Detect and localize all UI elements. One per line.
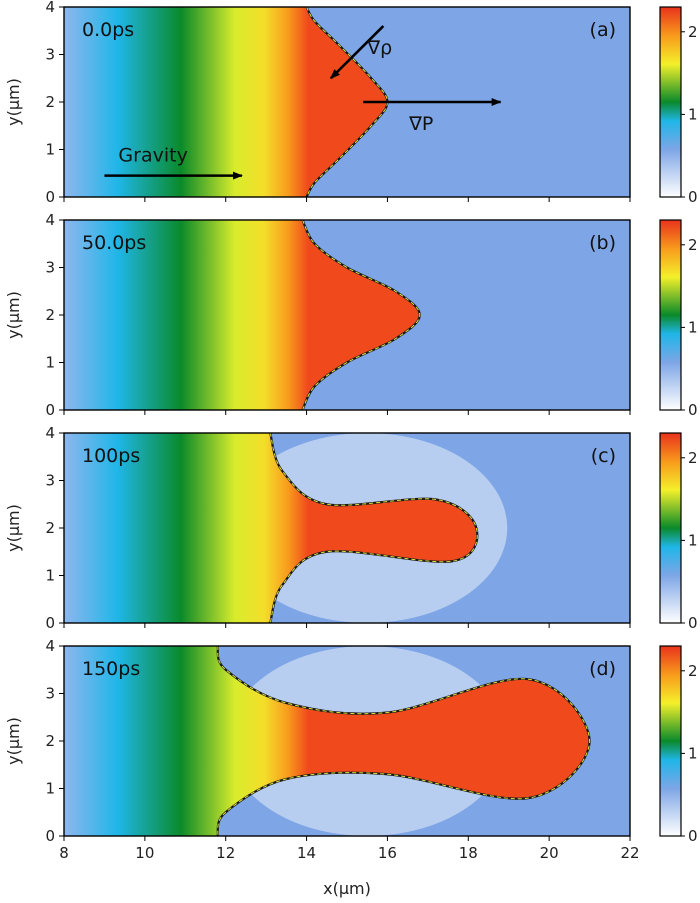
time-label: 150ps [82,658,140,680]
interface-line [269,433,479,623]
x-tick-label: 18 [459,844,478,862]
time-label: 100ps [82,445,140,467]
colorbar-tick-label: 2 [688,23,698,41]
x-axis-label: x(μm) [323,879,371,898]
y-tick-label: 0 [45,827,55,845]
x-tick-label: 8 [59,844,69,862]
annotation-label: ∇P [408,113,433,135]
panel-4: 150ps (d) [63,645,631,837]
y-tick-label: 2 [45,93,55,111]
colorbar-tick-label: 1 [688,105,698,123]
panel-1: 0.0ps (a) ∇ρ ∇P Gravity [63,6,631,198]
colorbar-tick-label: 0 [688,188,698,206]
panel-2: 50.0ps (b) [63,219,631,411]
y-tick-label: 2 [45,519,55,537]
colorbar-tick-label: 0 [688,827,698,845]
time-label: 50.0ps [82,232,146,254]
colorbar: 0 1 2 [659,219,698,419]
colorbar-tick-label: 2 [688,449,698,467]
annotation-label: Gravity [118,145,187,167]
y-tick-label: 1 [45,354,55,372]
colorbar-gradient [659,645,682,837]
colorbar-tick-label: 0 [688,401,698,419]
y-tick-label: 4 [45,424,55,442]
y-axis-label: y(μm) [4,78,23,126]
heavy-fluid-region [64,220,420,410]
time-label: 0.0ps [82,19,134,41]
y-tick-label: 3 [45,259,55,277]
annotation-arrow [329,25,385,80]
y-axis-label: y(μm) [4,291,23,339]
y-tick-label: 0 [45,401,55,419]
colorbar-gradient [659,6,682,198]
colorbar-tick-label: 2 [688,236,698,254]
y-tick-label: 1 [45,141,55,159]
y-tick-label: 3 [45,472,55,490]
colorbar-tick-label: 1 [688,744,698,762]
y-tick-label: 4 [45,637,55,655]
panel-tag: (d) [589,658,616,680]
panel-tag: (c) [591,445,616,467]
y-tick-label: 3 [45,685,55,703]
y-tick-label: 4 [45,211,55,229]
x-tick-label: 14 [297,844,316,862]
heavy-fluid-region [64,7,388,197]
y-axis-label: y(μm) [4,504,23,552]
y-axis-label: y(μm) [4,717,23,765]
x-tick-label: 20 [540,844,559,862]
y-tick-label: 3 [45,46,55,64]
colorbar-tick-label: 1 [688,318,698,336]
colorbar-tick-label: 1 [688,531,698,549]
interface-line-dash [217,646,591,836]
panel-tag: (a) [590,19,616,41]
y-tick-label: 2 [45,732,55,750]
colorbar-gradient [659,432,682,624]
panel-tag: (b) [589,232,616,254]
x-tick-label: 10 [135,844,154,862]
colorbar-tick-label: 0 [688,614,698,632]
x-tick-label: 12 [216,844,235,862]
x-tick-label: 16 [378,844,397,862]
y-tick-label: 4 [45,0,55,16]
y-tick-label: 0 [45,614,55,632]
interface-line-dash [302,220,421,410]
annotation-label: ∇ρ [366,37,392,59]
y-tick-label: 2 [45,306,55,324]
y-tick-label: 1 [45,567,55,585]
colorbar: 0 1 2 [659,6,698,206]
panel-3: 100ps (c) [63,432,631,624]
heavy-fluid-region [64,433,478,623]
y-tick-label: 1 [45,780,55,798]
colorbar-gradient [659,219,682,411]
colorbar: 0 1 2 [659,432,698,632]
y-tick-label: 0 [45,188,55,206]
colorbar: 0 1 2 [659,645,698,845]
colorbar-tick-label: 2 [688,662,698,680]
x-tick-label: 22 [620,844,639,862]
